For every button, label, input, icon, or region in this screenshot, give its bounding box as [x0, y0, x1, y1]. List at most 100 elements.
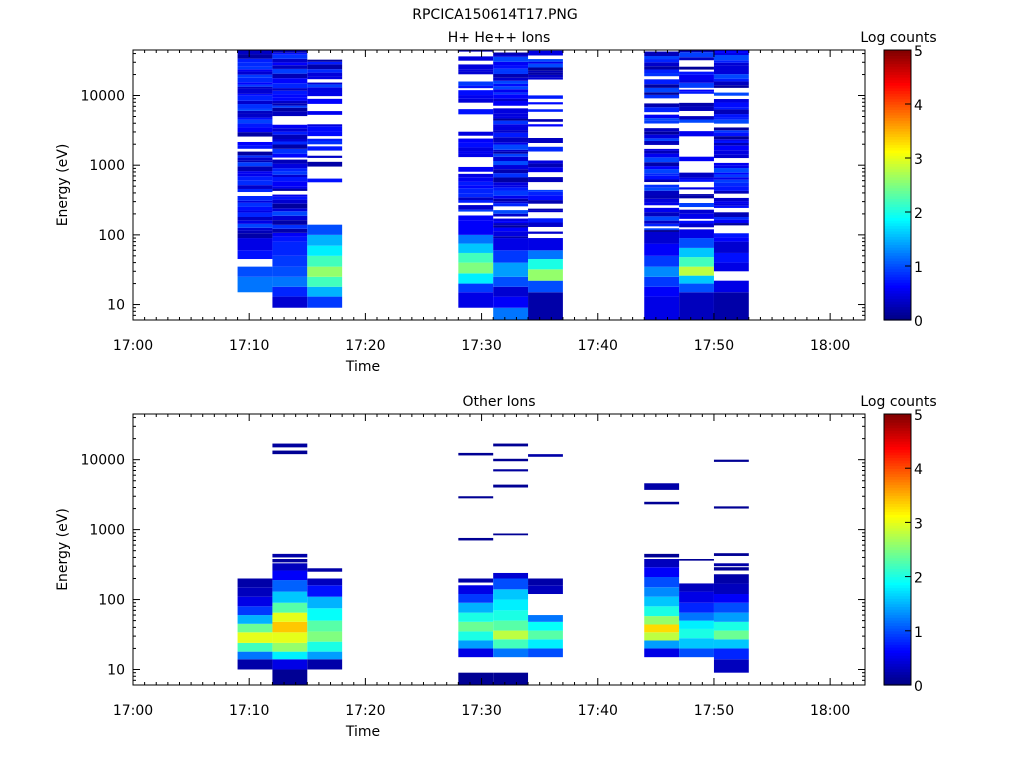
- data-cell: [493, 620, 529, 631]
- data-cell: [237, 578, 273, 588]
- colorbar-swatch: [884, 55, 911, 59]
- data-cell: [679, 202, 714, 208]
- data-cell: [644, 501, 680, 505]
- colorbar-swatch: [884, 206, 911, 210]
- colorbar-swatch: [884, 212, 911, 216]
- data-cell: [272, 632, 308, 643]
- colorbar-swatch: [884, 614, 911, 618]
- data-cell: [528, 191, 563, 196]
- data-cell: [272, 220, 308, 225]
- data-cell: [458, 193, 494, 198]
- colorbar-swatch: [884, 660, 911, 664]
- data-cell: [644, 148, 680, 151]
- data-cell: [272, 78, 308, 84]
- colorbar-swatch: [884, 668, 911, 673]
- data-cell: [713, 553, 749, 556]
- data-cell: [307, 659, 343, 670]
- data-cell: [644, 150, 680, 154]
- colorbar-swatch: [884, 641, 911, 645]
- data-cell: [237, 62, 273, 67]
- data-cell: [272, 580, 308, 592]
- data-cell: [458, 138, 494, 143]
- data-cell: [493, 203, 529, 207]
- colorbar-swatch: [884, 557, 911, 561]
- data-cell: [679, 195, 714, 199]
- data-cell: [644, 138, 680, 141]
- data-cell: [272, 105, 308, 108]
- data-cell: [644, 212, 680, 217]
- data-cell: [237, 615, 273, 624]
- data-cell: [644, 190, 680, 196]
- colorbar-swatch: [884, 514, 911, 518]
- data-cell: [679, 229, 714, 239]
- x-tick-label: 18:00: [810, 338, 850, 354]
- data-cell: [528, 67, 563, 71]
- colorbar-swatch: [884, 584, 911, 589]
- colorbar-swatch: [884, 155, 911, 159]
- data-cell: [493, 56, 529, 62]
- colorbar-swatch: [884, 435, 911, 439]
- data-cell: [713, 563, 749, 567]
- data-cell: [237, 220, 273, 224]
- colorbar-swatch: [884, 52, 911, 56]
- data-cell: [644, 103, 680, 108]
- data-cell: [493, 80, 529, 84]
- data-cell: [644, 120, 680, 124]
- colorbar-swatch: [884, 424, 911, 429]
- data-cell: [237, 86, 273, 89]
- data-cell: [644, 202, 680, 206]
- data-cell: [307, 641, 343, 652]
- data-cell: [679, 602, 714, 613]
- data-cell: [237, 166, 273, 172]
- data-cell: [713, 114, 749, 118]
- colorbar-swatch: [884, 663, 911, 667]
- data-cell: [272, 266, 308, 277]
- data-cell: [237, 651, 273, 660]
- data-cell: [307, 141, 343, 145]
- data-cell: [528, 163, 563, 168]
- data-cell: [713, 205, 749, 208]
- colorbar-swatch: [884, 257, 911, 262]
- data-cell: [528, 189, 563, 192]
- spectrogram-column: [493, 52, 529, 320]
- colorbar-swatch: [884, 625, 911, 629]
- data-cell: [272, 236, 308, 242]
- data-cell: [644, 216, 680, 221]
- data-cell: [679, 187, 714, 190]
- data-cell: [458, 215, 494, 221]
- data-cell: [713, 203, 749, 206]
- data-cell: [493, 94, 529, 99]
- data-cell: [644, 296, 680, 320]
- data-cell: [493, 201, 529, 204]
- colorbar-swatch: [884, 606, 911, 610]
- data-cell: [237, 95, 273, 101]
- data-cell: [679, 223, 714, 228]
- data-cell: [458, 537, 494, 541]
- data-cell: [713, 567, 749, 571]
- panel-title: H+ He++ Ions: [448, 30, 551, 46]
- data-cell: [644, 587, 680, 597]
- colorbar-swatch: [884, 141, 911, 146]
- colorbar-swatch: [884, 519, 911, 523]
- data-cell: [272, 97, 308, 101]
- data-cell: [644, 94, 680, 99]
- colorbar-swatch: [884, 225, 911, 229]
- colorbar-swatch: [884, 481, 911, 486]
- data-cell: [644, 118, 680, 121]
- colorbar-swatch: [884, 149, 911, 154]
- data-cell: [272, 111, 308, 117]
- data-cell: [713, 212, 749, 218]
- spectrogram-column: [307, 568, 343, 670]
- colorbar-swatch: [884, 139, 911, 143]
- data-cell: [307, 61, 343, 65]
- data-cell: [644, 140, 680, 145]
- colorbar-swatch: [884, 131, 911, 135]
- data-cell: [307, 620, 343, 632]
- data-cell: [644, 131, 680, 135]
- colorbar-swatch: [884, 209, 911, 213]
- x-axis-label: Time: [345, 359, 380, 375]
- data-cell: [272, 100, 308, 104]
- data-cell: [493, 286, 529, 297]
- data-cell: [458, 64, 494, 70]
